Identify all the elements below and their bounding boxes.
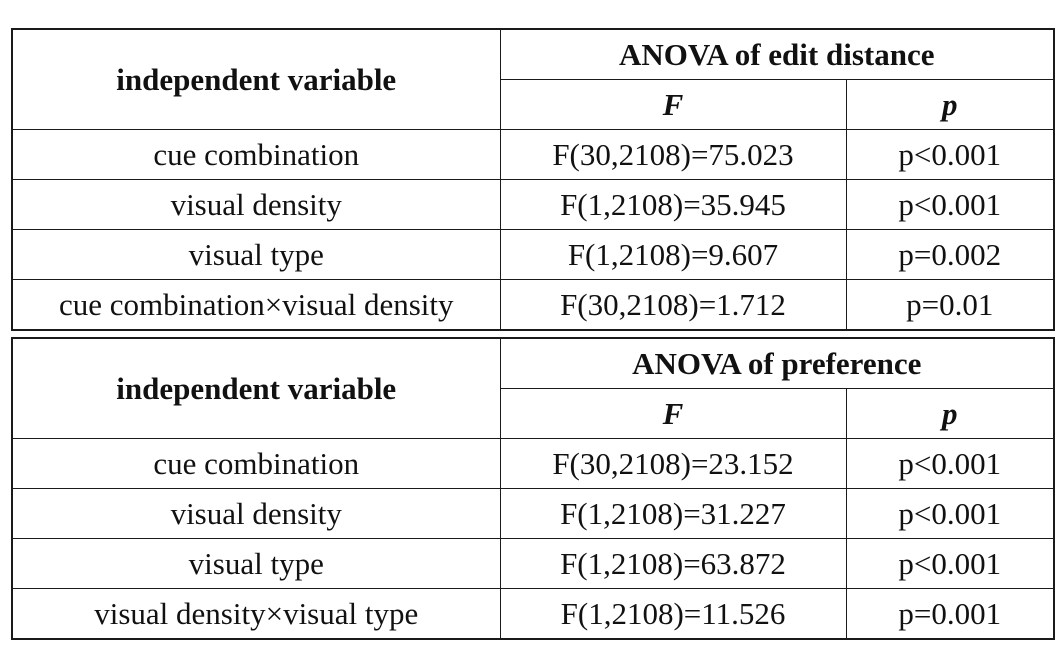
f-statistic-header: F	[499, 79, 847, 130]
p-value-cell: p<0.001	[845, 179, 1055, 230]
p-value-cell: p=0.001	[845, 588, 1055, 640]
anova-edit-distance-table: independent variable ANOVA of edit dista…	[11, 28, 1055, 331]
table-row: cue combination F(30,2108)=23.152 p<0.00…	[11, 438, 1055, 489]
p-value-cell: p=0.002	[845, 229, 1055, 280]
p-value-cell: p<0.001	[845, 129, 1055, 180]
variable-cell: visual density	[11, 488, 501, 539]
f-value-cell: F(30,2108)=75.023	[499, 129, 847, 180]
variable-cell: visual type	[11, 538, 501, 589]
p-value-cell: p<0.001	[845, 538, 1055, 589]
anova-group-header: ANOVA of edit distance	[499, 28, 1055, 80]
p-value-cell: p=0.01	[845, 279, 1055, 331]
table-row: visual type F(1,2108)=9.607 p=0.002	[11, 229, 1055, 280]
p-value-header: p	[845, 388, 1055, 439]
f-value-cell: F(1,2108)=9.607	[499, 229, 847, 280]
f-value-cell: F(1,2108)=63.872	[499, 538, 847, 589]
f-value-cell: F(30,2108)=23.152	[499, 438, 847, 489]
f-value-cell: F(1,2108)=35.945	[499, 179, 847, 230]
table-row: cue combination F(30,2108)=75.023 p<0.00…	[11, 129, 1055, 180]
variable-cell: visual density×visual type	[11, 588, 501, 640]
table-header-row: independent variable ANOVA of edit dista…	[11, 28, 1055, 130]
independent-variable-header: independent variable	[11, 28, 501, 130]
variable-cell: cue combination	[11, 129, 501, 180]
anova-preference-table: independent variable ANOVA of preference…	[11, 337, 1055, 640]
table-row: visual density F(1,2108)=35.945 p<0.001	[11, 179, 1055, 230]
table-subheader-row: F p	[12, 388, 1055, 439]
p-value-cell: p<0.001	[845, 488, 1055, 539]
variable-cell: cue combination×visual density	[11, 279, 501, 331]
f-value-cell: F(30,2108)=1.712	[499, 279, 847, 331]
f-value-cell: F(1,2108)=11.526	[499, 588, 847, 640]
p-value-cell: p<0.001	[845, 438, 1055, 489]
f-value-cell: F(1,2108)=31.227	[499, 488, 847, 539]
variable-cell: cue combination	[11, 438, 501, 489]
variable-cell: visual type	[11, 229, 501, 280]
independent-variable-header: independent variable	[11, 337, 501, 439]
f-statistic-header: F	[499, 388, 847, 439]
table-row: visual density×visual type F(1,2108)=11.…	[11, 588, 1055, 640]
anova-group-header: ANOVA of preference	[499, 337, 1055, 389]
table-row: visual type F(1,2108)=63.872 p<0.001	[11, 538, 1055, 589]
p-value-header: p	[845, 79, 1055, 130]
table-subheader-row: F p	[12, 79, 1055, 130]
table-header-row: independent variable ANOVA of preference	[11, 337, 1055, 439]
table-row: cue combination×visual density F(30,2108…	[11, 279, 1055, 331]
variable-cell: visual density	[11, 179, 501, 230]
table-row: visual density F(1,2108)=31.227 p<0.001	[11, 488, 1055, 539]
